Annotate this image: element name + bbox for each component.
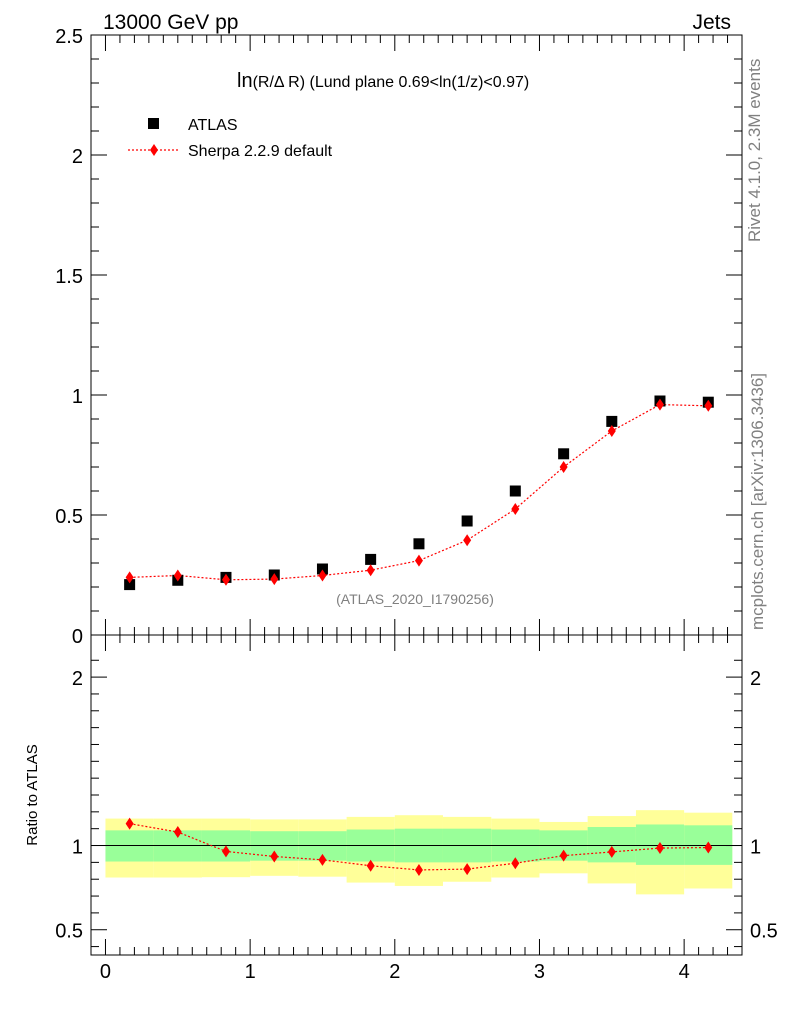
ratio-sherpa-point [414, 863, 423, 876]
plot-title-paren: (R/Δ R) [253, 74, 305, 91]
sherpa-point [607, 425, 616, 437]
main-plot-area [124, 395, 714, 591]
sherpa-point [511, 503, 520, 515]
legend-atlas-label: ATLAS [188, 117, 238, 134]
ratio-sherpa-point [173, 826, 182, 839]
sherpa-point [221, 573, 230, 586]
main-ytick-label: 0 [72, 626, 83, 648]
ratio-bands [105, 810, 733, 895]
atlas-point [365, 553, 377, 565]
plot-title-main: ln [237, 70, 253, 92]
plot-title-rest: (Lund plane 0.69<ln(1/z)<0.97) [305, 74, 529, 91]
ratio-ytick-label-right: 1 [750, 837, 761, 859]
sherpa-point [704, 399, 713, 412]
ratio-sherpa-point [511, 857, 520, 870]
ratio-xtick-label: 2 [389, 961, 400, 983]
sherpa-point [318, 569, 327, 582]
ratio-ytick-label: 1 [72, 837, 83, 859]
main-ytick-label: 1 [72, 386, 83, 408]
sherpa-point [125, 571, 134, 584]
ratio-sherpa-point [270, 850, 279, 863]
ratio-ytick-label-right: 2 [750, 668, 761, 690]
ratio-sherpa-point [318, 853, 327, 866]
ratio-plot-area [91, 817, 742, 876]
legend: ATLAS Sherpa 2.2.9 default [128, 117, 333, 160]
sherpa-point [463, 534, 472, 547]
sherpa-point [366, 564, 375, 577]
ratio-sherpa-point [607, 845, 616, 858]
ratio-xtick-label: 1 [245, 961, 256, 983]
header-right: Jets [692, 11, 731, 34]
sherpa-point [270, 573, 279, 586]
atlas-point [461, 515, 473, 527]
plot-title: ln(R/Δ R) (Lund plane 0.69<ln(1/z)<0.97) [237, 70, 529, 92]
rivet-label: Rivet 4.1.0, 2.3M events [745, 59, 764, 242]
ratio-sherpa-point [221, 845, 230, 858]
ratio-ytick-label: 0.5 [55, 921, 83, 943]
sherpa-point [559, 461, 568, 473]
ratio-xtick-label: 3 [534, 961, 545, 983]
atlas-point [413, 538, 425, 550]
legend-sherpa-marker [150, 144, 158, 156]
sherpa-point [173, 569, 182, 582]
ratio-xtick-label: 4 [679, 961, 690, 983]
ratio-sherpa-point [366, 859, 375, 872]
ratio-xtick-label: 0 [100, 961, 111, 983]
main-ytick-label: 0.5 [55, 506, 83, 528]
main-ytick-label: 2.5 [55, 26, 83, 48]
ratio-axis-ticks: 0 1 2 3 4 0.5 0.5 1 1 2 2 [55, 635, 778, 983]
atlas-point [124, 579, 136, 591]
ratio-ytick-label: 2 [72, 668, 83, 690]
sherpa-point [414, 554, 423, 567]
main-ytick-label: 2 [72, 146, 83, 168]
atlas-point [606, 415, 618, 427]
legend-sherpa-label: Sherpa 2.2.9 default [188, 143, 333, 160]
ratio-ylabel: Ratio to ATLAS [24, 744, 41, 845]
mcplots-label: mcplots.cern.ch [arXiv:1306.3436] [748, 373, 767, 630]
analysis-watermark: (ATLAS_2020_I1790256) [336, 591, 494, 607]
ratio-sherpa-point [125, 817, 134, 830]
ratio-ytick-label-right: 0.5 [750, 921, 778, 943]
ratio-frame [90, 634, 743, 956]
main-ytick-label: 1.5 [55, 266, 83, 288]
ratio-sherpa-point [463, 863, 472, 876]
header-left: 13000 GeV pp [103, 11, 238, 34]
legend-atlas-marker [148, 118, 159, 129]
ratio-sherpa-point [559, 849, 568, 862]
sherpa-point [655, 398, 664, 411]
sherpa-line [129, 403, 709, 581]
atlas-point [558, 448, 570, 460]
atlas-point [316, 563, 328, 575]
ratio-sherpa-point [704, 841, 713, 854]
atlas-point [509, 485, 521, 497]
ratio-sherpa-point [655, 842, 664, 855]
